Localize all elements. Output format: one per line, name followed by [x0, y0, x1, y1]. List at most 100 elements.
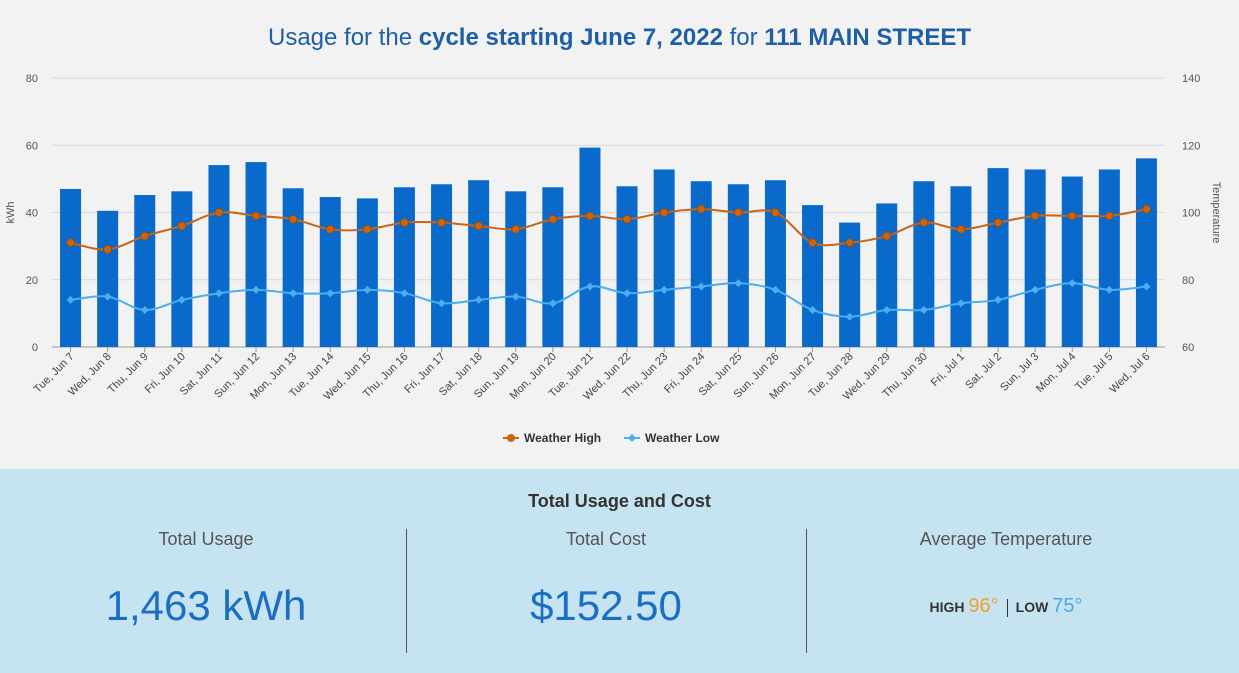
bar	[764, 180, 786, 347]
title-cycle: cycle starting June 7, 2022	[418, 24, 723, 51]
bar	[542, 187, 564, 347]
y-tick-left: 0	[32, 342, 38, 354]
y-tick-right: 120	[1182, 140, 1200, 152]
title-prefix: Usage for the	[268, 24, 419, 51]
weather-high-point	[437, 218, 446, 227]
avg-temp-values: HIGH 96° LOW 75°	[806, 595, 1206, 618]
weather-low-point	[177, 295, 186, 304]
high-label: HIGH	[929, 599, 965, 615]
weather-high-point	[659, 208, 669, 217]
total-usage-label: Total Usage	[158, 529, 254, 549]
bar	[802, 205, 824, 347]
bar	[208, 165, 230, 347]
bar	[727, 184, 749, 347]
bar	[245, 162, 267, 347]
temp-separator	[1006, 599, 1008, 618]
weather-low-point	[1031, 285, 1040, 294]
weather-low-point	[66, 295, 75, 304]
total-cost-section: Total Cost $152.50	[406, 529, 806, 630]
weather-low-point	[919, 306, 928, 315]
weather-high-point	[956, 224, 966, 234]
weather-low-point	[697, 282, 706, 291]
weather-low-point	[103, 292, 112, 301]
weather-high-point	[585, 211, 595, 221]
bar	[1061, 176, 1083, 347]
bar	[579, 147, 601, 347]
weather-high-point	[622, 214, 632, 224]
weather-high-point	[808, 238, 817, 248]
weather-high-point	[140, 231, 150, 241]
high-value: 96°	[968, 595, 999, 617]
weather-low-point	[956, 299, 965, 308]
x-tick-label: Wed, Jul 6	[1107, 351, 1152, 396]
weather-low-point	[326, 289, 335, 298]
weather-low-point	[660, 285, 669, 294]
weather-high-point	[103, 245, 113, 254]
weather-low-point	[289, 289, 298, 298]
y-tick-left: 80	[26, 73, 38, 85]
title-address: 111 MAIN STREET	[764, 24, 971, 51]
weather-low-point	[548, 299, 557, 308]
weather-low-point	[734, 279, 743, 288]
total-cost-label: Total Cost	[565, 529, 647, 549]
weather-high-point	[845, 238, 855, 248]
page-title: Usage for the cycle starting June 7, 202…	[0, 24, 1239, 52]
summary-title: Total Usage and Cost	[528, 491, 711, 511]
weather-high-point	[66, 238, 75, 248]
avg-temp-section: Average Temperature HIGH 96° LOW 75°	[806, 529, 1206, 618]
weather-low-point	[1068, 279, 1077, 288]
weather-low-point	[845, 312, 854, 321]
weather-high-line	[70, 208, 1147, 251]
low-label: LOW	[1015, 599, 1049, 615]
weather-low-point	[882, 306, 891, 315]
weather-high-point	[474, 221, 484, 231]
bar	[319, 197, 341, 347]
bar	[60, 188, 82, 347]
bar	[616, 186, 638, 347]
weather-low-point	[585, 282, 594, 291]
x-tick-label: Mon, Jul 4	[1034, 351, 1078, 395]
y-tick-right: 140	[1182, 73, 1200, 85]
weather-high-point	[771, 208, 780, 217]
divider	[406, 529, 407, 653]
bar	[653, 169, 675, 347]
bar	[468, 180, 490, 347]
weather-low-point	[474, 295, 483, 304]
weather-high-point	[993, 218, 1003, 227]
legend-marker	[628, 434, 636, 442]
total-usage-section: Total Usage 1,463 kWh	[6, 529, 406, 630]
weather-high-point	[251, 211, 261, 221]
bar	[431, 184, 453, 347]
y-tick-right: 60	[1182, 342, 1194, 354]
summary-panel: Total Usage and Cost Total Usage 1,463 k…	[0, 469, 1239, 673]
weather-high-point	[362, 224, 372, 234]
total-cost-value: $152.50	[530, 582, 682, 629]
divider	[806, 529, 807, 653]
weather-high-point	[882, 231, 892, 241]
weather-high-point	[733, 208, 743, 217]
bar	[171, 191, 193, 347]
total-usage-value: 1,463 kWh	[105, 582, 307, 629]
weather-low-point	[363, 285, 372, 294]
weather-low-point	[1105, 285, 1114, 294]
weather-high-point	[288, 214, 298, 224]
x-tick-label: Fri, Jul 1	[929, 351, 967, 389]
weather-low-point	[623, 289, 632, 298]
legend-weather-high: Weather High	[524, 431, 601, 445]
bar	[913, 181, 935, 347]
bar	[282, 188, 304, 347]
bar	[134, 195, 156, 347]
legend-weather-low: Weather Low	[645, 431, 720, 445]
bar	[1135, 158, 1157, 347]
weather-high-point	[400, 218, 409, 227]
bar	[356, 198, 378, 347]
weather-high-point	[1104, 211, 1114, 221]
weather-low-point	[994, 295, 1003, 304]
low-value: 75°	[1052, 595, 1083, 617]
bar	[1098, 169, 1120, 347]
weather-high-point	[919, 218, 929, 227]
weather-high-point	[1067, 211, 1077, 221]
weather-low-point	[1142, 282, 1151, 291]
y-tick-right: 80	[1182, 275, 1194, 287]
